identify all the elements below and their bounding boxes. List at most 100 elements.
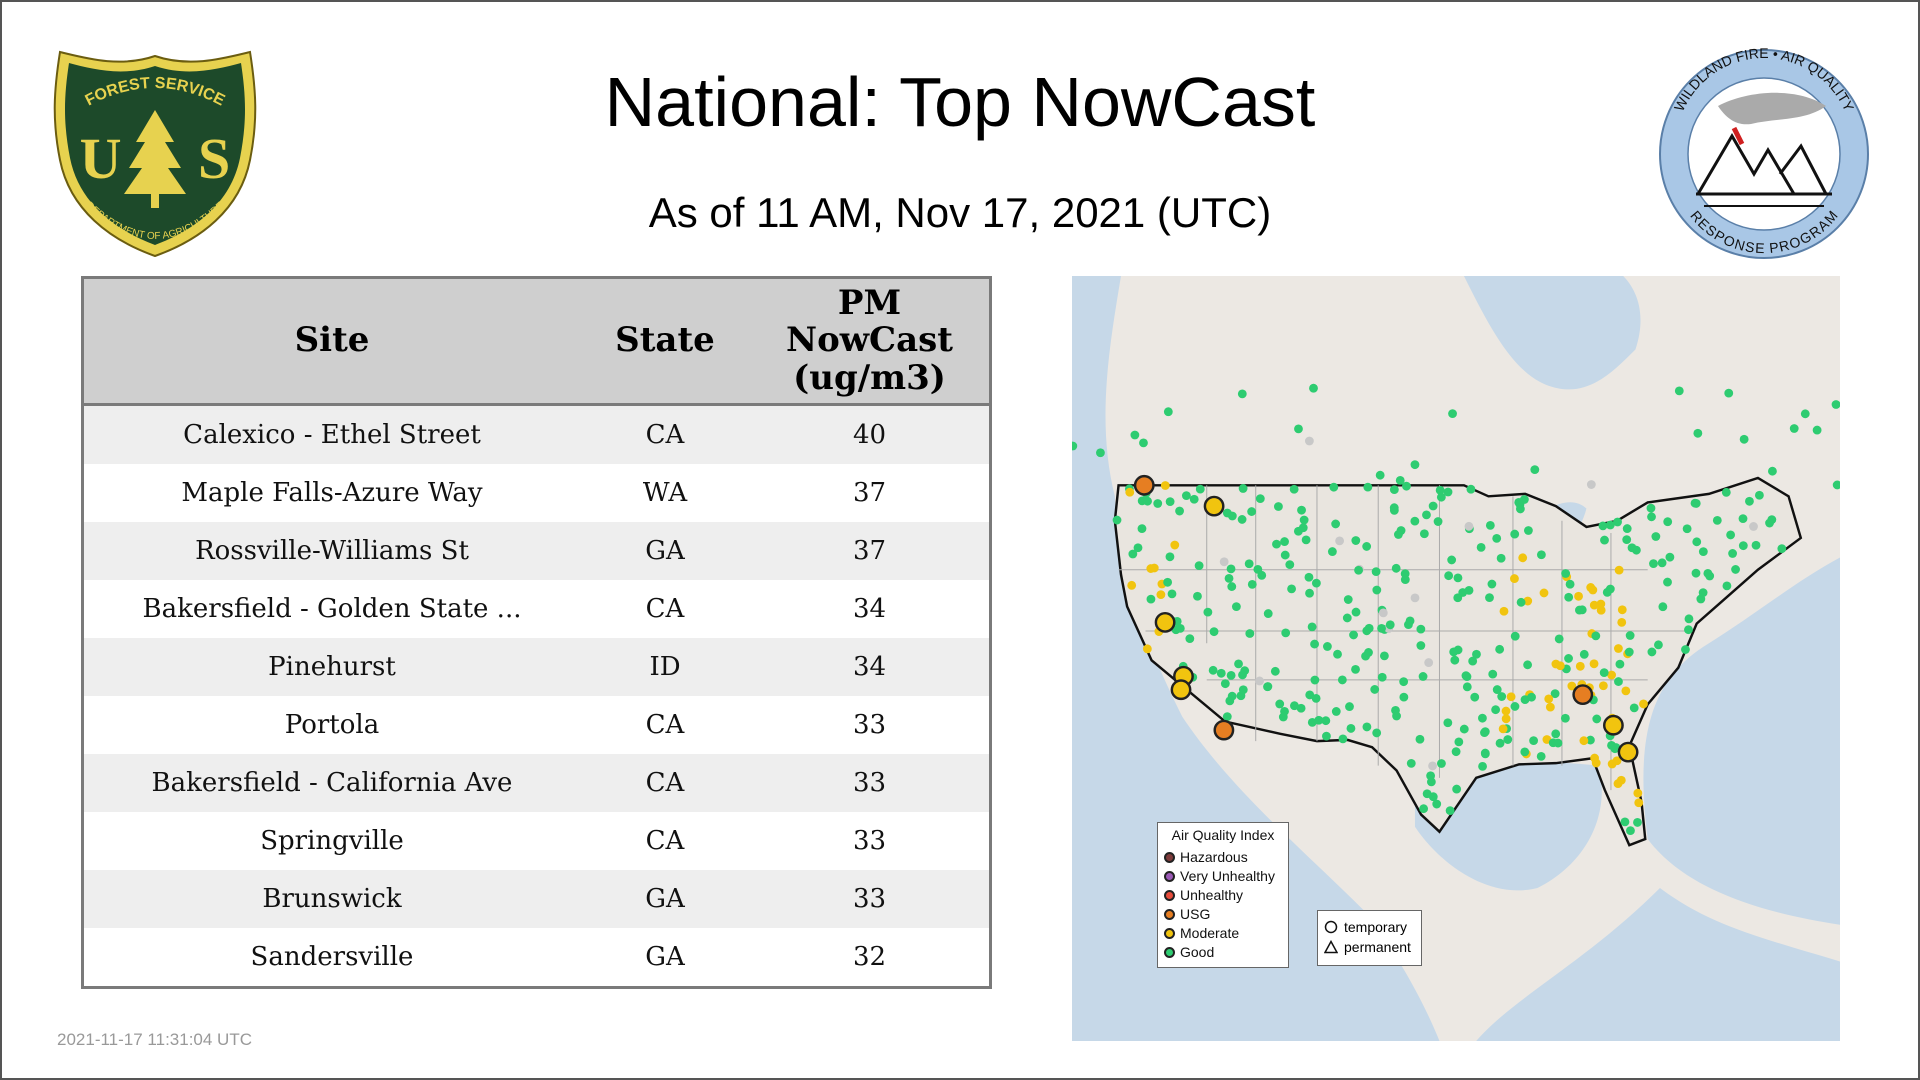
logo-letters: U S <box>80 126 231 191</box>
monitor-marker <box>1614 565 1624 575</box>
monitor-marker <box>1448 409 1457 419</box>
monitor-marker <box>1496 553 1506 563</box>
monitor-marker <box>1612 756 1622 766</box>
monitor-marker <box>1331 707 1341 716</box>
top-site-marker[interactable] <box>1213 719 1235 741</box>
monitor-marker <box>1480 748 1490 758</box>
table-row: Pinehurst ID 34 <box>82 638 991 696</box>
legend-item: Moderate <box>1164 924 1282 943</box>
monitor-marker <box>1712 515 1722 525</box>
legend-item: Very Unhealthy <box>1164 867 1282 886</box>
monitor-marker <box>1270 666 1280 676</box>
aqi-color-icon <box>1164 928 1175 939</box>
monitor-marker <box>1219 557 1229 567</box>
monitor-marker <box>1596 605 1606 615</box>
monitor-marker <box>1280 706 1289 716</box>
monitor-marker <box>1399 677 1409 687</box>
monitor-marker <box>1476 542 1486 552</box>
monitor-marker <box>1149 563 1159 573</box>
monitor-marker <box>1237 389 1247 399</box>
monitor-marker <box>1329 482 1339 492</box>
monitor-marker <box>1146 594 1156 604</box>
monitor-marker <box>1280 550 1290 560</box>
cell-value: 33 <box>750 696 991 754</box>
monitor-marker <box>1309 383 1318 393</box>
monitor-marker <box>1399 692 1409 702</box>
legend-item: Hazardous <box>1164 848 1282 867</box>
monitor-marker <box>1462 682 1472 692</box>
legend-permanent: permanent <box>1323 937 1416 957</box>
cell-value: 33 <box>750 812 991 870</box>
monitor-marker <box>1354 565 1363 575</box>
aqi-legend-title: Air Quality Index <box>1171 827 1275 843</box>
monitor-marker <box>1589 659 1599 669</box>
top-site-marker[interactable] <box>1154 611 1176 633</box>
monitor-marker <box>1444 571 1454 581</box>
top-site-marker[interactable] <box>1572 684 1594 706</box>
monitor-marker <box>1497 692 1507 701</box>
monitor-marker <box>1564 592 1574 602</box>
monitor-marker <box>1605 520 1615 530</box>
monitor-marker <box>1363 482 1373 492</box>
legend-label: permanent <box>1344 938 1411 955</box>
monitor-marker <box>1432 799 1442 809</box>
legend-label: Moderate <box>1180 925 1240 941</box>
monitor-marker <box>1681 645 1690 654</box>
monitor-marker <box>1510 631 1520 641</box>
top-site-marker[interactable] <box>1602 714 1624 736</box>
cell-value: 33 <box>750 870 991 928</box>
cell-state: GA <box>580 522 750 580</box>
monitor-marker <box>1665 552 1675 562</box>
legend-temporary: temporary <box>1323 917 1416 937</box>
top-site-marker[interactable] <box>1617 741 1639 763</box>
monitor-marker <box>1657 558 1667 568</box>
monitor-marker <box>1096 448 1105 458</box>
monitor-marker <box>1247 579 1257 589</box>
legend-label: Good <box>1180 944 1215 960</box>
monitor-marker <box>1536 550 1546 560</box>
monitor-marker <box>1447 555 1457 565</box>
monitor-marker <box>1378 608 1388 618</box>
monitor-marker <box>1575 605 1584 615</box>
monitor-marker <box>1530 465 1540 475</box>
cell-state: CA <box>580 754 750 812</box>
monitor-marker <box>1646 503 1656 513</box>
monitor-marker <box>1375 470 1385 480</box>
cell-site: Sandersville <box>82 928 580 988</box>
monitor-marker <box>1362 722 1372 732</box>
monitor-marker <box>1539 588 1549 598</box>
monitor-marker <box>1516 597 1526 607</box>
monitor-marker <box>1464 521 1474 531</box>
monitor-marker <box>1627 543 1637 553</box>
monitor-marker <box>1156 590 1166 600</box>
monitor-marker <box>1684 625 1693 635</box>
cell-value: 40 <box>750 404 991 464</box>
monitor-marker <box>1222 712 1232 722</box>
cell-site: Brunswick <box>82 870 580 928</box>
monitor-marker <box>1216 668 1226 678</box>
monitor-marker <box>1255 494 1265 504</box>
column-header-state: State <box>580 277 750 406</box>
monitor-marker <box>1307 717 1317 727</box>
monitor-marker <box>1426 771 1436 781</box>
top-site-marker[interactable] <box>1133 474 1155 496</box>
monitor-marker <box>1615 659 1625 669</box>
cell-value: 32 <box>750 928 991 988</box>
table-row: Rossville-Williams St GA 37 <box>82 522 991 580</box>
monitor-marker <box>1579 736 1589 746</box>
monitor-marker <box>1633 818 1642 827</box>
table-row: Calexico - Ethel Street CA 40 <box>82 404 991 464</box>
monitor-marker <box>1394 530 1403 539</box>
cell-state: CA <box>580 580 750 638</box>
column-header-pm-nowcast: PM NowCast (ug/m3) <box>750 277 991 406</box>
top-site-markers <box>1133 474 1639 763</box>
monitor-marker <box>1633 788 1643 798</box>
top-site-marker[interactable] <box>1170 679 1192 701</box>
top-site-marker[interactable] <box>1203 495 1225 517</box>
table-row: Brunswick GA 33 <box>82 870 991 928</box>
legend-item: Good <box>1164 943 1282 962</box>
monitor-marker <box>1443 487 1453 497</box>
monitor-marker <box>1238 670 1247 680</box>
monitor-marker <box>1478 761 1487 771</box>
